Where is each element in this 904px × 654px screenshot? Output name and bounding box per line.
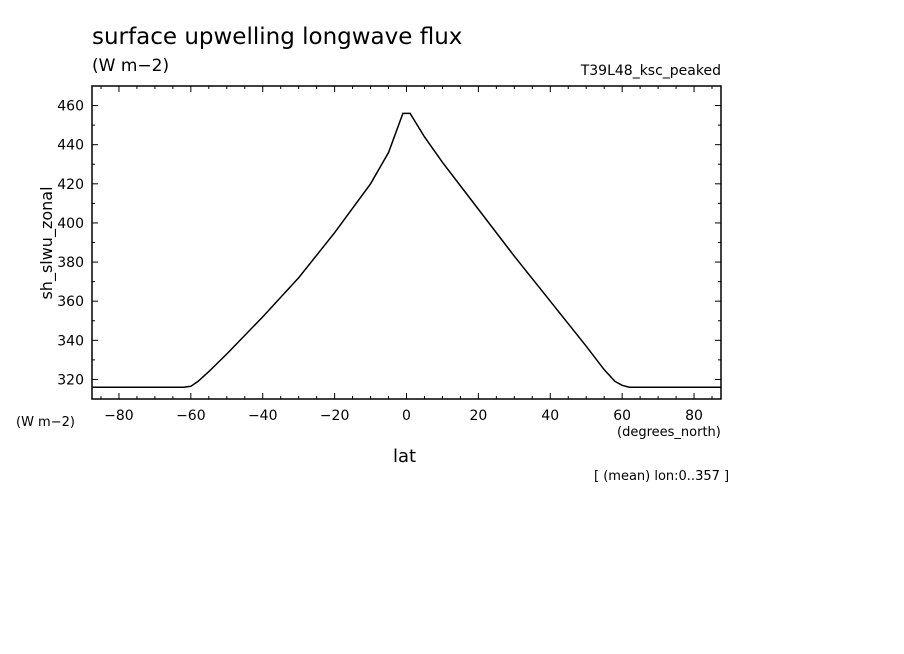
tick-labels: −80 −60 −40 −20 0 20 40 60 80 320 340 360 380 400 420 4…: [57, 99, 703, 424]
run-label: T39L48_ksc_peaked: [580, 63, 721, 79]
x-tick-label: 40: [541, 408, 559, 424]
x-tick-label: −80: [104, 408, 134, 424]
y-tick-label: 360: [57, 294, 84, 310]
x-axis-units: (degrees_north): [617, 425, 721, 440]
chart-units-subtitle: (W m−2): [92, 56, 170, 76]
x-tick-label: 60: [613, 408, 631, 424]
y-tick-label: 400: [57, 216, 84, 232]
axis-ticks: [92, 86, 721, 399]
y-axis-units: (W m−2): [16, 415, 75, 430]
x-axis-label: lat: [393, 446, 417, 467]
y-tick-label: 460: [57, 99, 84, 115]
x-tick-label: −60: [176, 408, 206, 424]
x-tick-label: −40: [248, 408, 278, 424]
y-tick-label: 420: [57, 177, 84, 193]
y-tick-label: 380: [57, 255, 84, 271]
chart-title: surface upwelling longwave flux: [92, 24, 463, 50]
y-tick-label: 320: [57, 372, 84, 388]
x-tick-label: −20: [320, 408, 350, 424]
y-tick-label: 340: [57, 333, 84, 349]
x-tick-label: 0: [402, 408, 411, 424]
x-tick-label: 80: [685, 408, 703, 424]
x-tick-label: 20: [469, 408, 487, 424]
averaging-note: [ (mean) lon:0..357 ]: [594, 469, 730, 484]
plot-frame: [91, 85, 722, 400]
y-tick-label: 440: [57, 138, 84, 154]
series-line: [92, 112, 721, 389]
